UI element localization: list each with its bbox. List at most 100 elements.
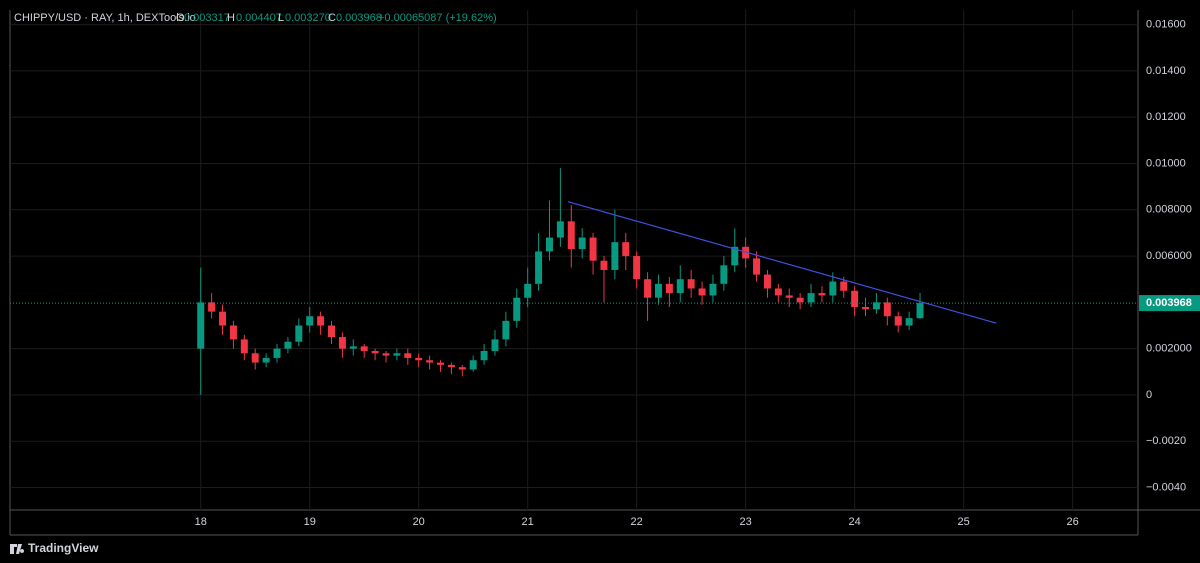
candle-body [360,346,368,351]
candle-body [208,302,216,312]
x-tick-label: 25 [957,516,969,528]
candle-body [753,258,761,275]
x-tick-label: 20 [413,516,425,528]
candle-body [731,246,739,266]
candle-body [393,353,401,356]
y-tick-label: 0.01400 [1146,65,1186,77]
candle-body [284,341,292,349]
candle-body [295,325,303,342]
candle-body [513,297,521,321]
x-tick-label: 24 [849,516,861,528]
candle-body [273,348,281,358]
x-tick-label: 21 [522,516,534,528]
y-tick-label: 0.008000 [1146,204,1192,216]
brand: TradingView [28,541,99,555]
y-tick-label: 0.01200 [1146,111,1186,123]
candle-body [862,306,870,310]
candle-body [709,283,717,296]
x-tick-label: 26 [1066,516,1078,528]
open-value: 0.003317 [184,12,230,24]
candle-body [502,320,510,340]
close-label: C [328,12,336,24]
candle-body [328,325,335,338]
last-price-badge [1139,295,1200,312]
marks [10,168,1138,395]
candle-body [458,367,466,370]
high-label: H [227,12,235,24]
low-value: 0.003270 [285,12,331,24]
candle-body [829,281,837,296]
candle-body [600,260,608,270]
candle-body [622,242,630,257]
y-tick-label: 0.01000 [1146,157,1186,169]
x-tick-label: 23 [740,516,752,528]
candle-body [556,221,564,238]
candle-body [545,237,553,252]
candle-body [404,353,412,358]
candle-body [796,297,804,303]
candle-body [240,339,248,354]
candle-body [535,251,543,284]
symbol: CHIPPY/USD · RAY, 1h, DEXTools.io [14,12,196,24]
y-tick-label: 0.006000 [1146,250,1192,262]
candle-body [665,283,673,294]
candle-body [763,274,771,289]
candle-body [807,293,815,303]
candle-body [720,265,728,284]
y-tick-label: 0.01600 [1146,18,1186,30]
candle-body [687,279,695,289]
low-label: L [278,12,284,24]
high-value: 0.004407 [236,12,282,24]
candle-body [197,302,205,349]
candle-body [589,237,597,261]
grid [10,10,1138,510]
candle-body [567,221,575,250]
close-value: 0.003968 [336,12,382,24]
candle-body [633,256,641,280]
last-price-label: 0.003968 [1146,297,1192,309]
candle-body [371,350,379,354]
open-label: O [176,12,185,24]
candle-body [524,283,532,298]
axis-labels: −0.0040 −0.0020 0 0.002000 0.006000 0.008000 0… [195,18,1200,528]
candle-body [219,311,227,326]
candle-body [437,362,444,365]
y-tick-label: 0 [1146,389,1152,401]
candle-body [578,237,586,250]
candle-body [447,364,455,368]
candle-body [840,281,848,291]
candle-body [480,350,488,361]
candle-body [317,316,325,326]
candle-body [851,290,859,307]
candle-body [415,357,423,361]
candle-body [349,346,357,349]
x-tick-label: 18 [195,516,207,528]
candle-body [698,288,706,296]
candle-body [916,303,924,319]
candle-body [491,339,499,351]
y-tick-label: 0.002000 [1146,343,1192,355]
candle-body [426,360,434,363]
candle-body [905,318,913,326]
candle-body [251,353,259,363]
candle-body [338,337,346,349]
candle-body [611,242,619,270]
candle-body [883,302,891,317]
x-tick-label: 19 [304,516,316,528]
candle-body [382,353,390,356]
candle-body [774,288,782,296]
candle-body [894,316,902,326]
candle-body [469,360,477,370]
trendline [567,201,997,324]
candle-body [644,279,652,298]
change: +0.00065087 (+19.62%) [378,12,497,24]
candle-body [229,325,237,340]
candle-body [262,357,270,363]
candle-body [306,316,314,326]
candle-body [818,293,826,296]
logo [10,544,25,554]
candle-body [654,283,662,298]
